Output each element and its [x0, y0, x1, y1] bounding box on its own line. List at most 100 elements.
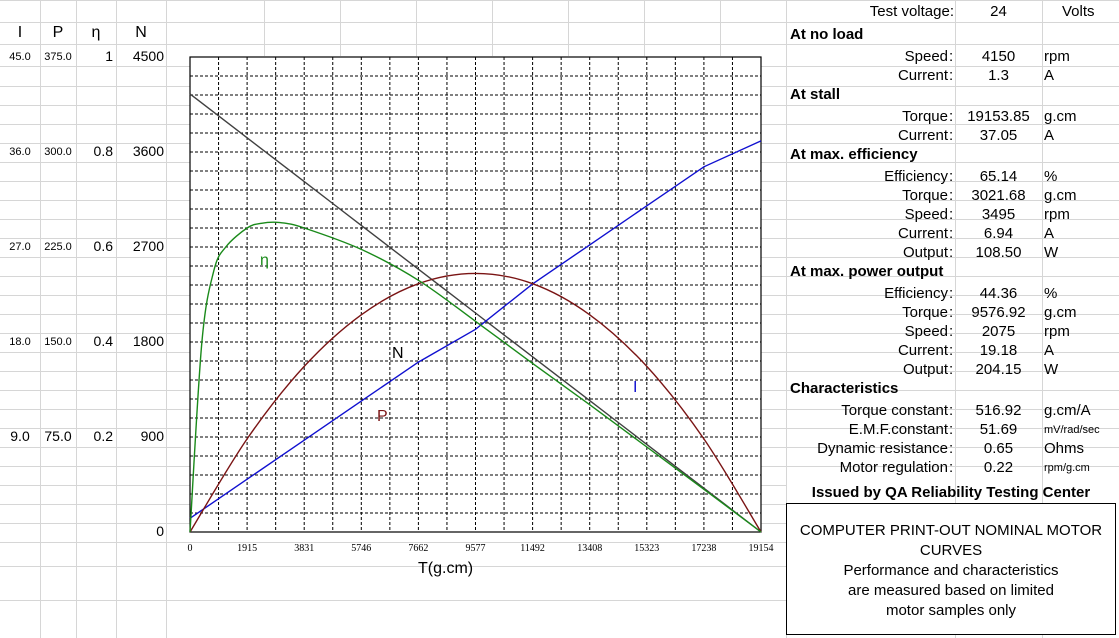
section-title: At stall: [790, 86, 840, 103]
x-tick-label: 13408: [577, 543, 602, 554]
colon-separator: :: [949, 361, 953, 378]
spec-unit: %: [1044, 285, 1057, 302]
section-title: At max. power output: [790, 263, 943, 280]
spec-value: 1.3: [955, 67, 1042, 84]
section-title: At no load: [790, 26, 863, 43]
colon-separator: :: [949, 67, 953, 84]
spec-unit: A: [1044, 342, 1054, 359]
spec-value: 516.92: [955, 402, 1042, 419]
series-label-current: I: [633, 379, 637, 396]
spec-value: 2075: [955, 323, 1042, 340]
spec-value: 6.94: [955, 225, 1042, 242]
spec-unit: A: [1044, 127, 1054, 144]
spec-label: Current: [790, 67, 948, 84]
spec-label: Efficiency: [790, 285, 948, 302]
series-label-efficiency: η: [260, 252, 269, 269]
disclaimer-line: motor samples only: [787, 601, 1115, 621]
spec-label: Current: [790, 225, 948, 242]
disclaimer-line: CURVES: [787, 541, 1115, 561]
series-label-power: P: [377, 408, 388, 425]
x-tick-label: 15323: [634, 543, 659, 554]
section-title: At max. efficiency: [790, 146, 918, 163]
spec-unit: A: [1044, 225, 1054, 242]
spec-unit: rpm: [1044, 323, 1070, 340]
spec-label: Motor regulation: [790, 459, 948, 476]
disclaimer-line: COMPUTER PRINT-OUT NOMINAL MOTOR: [787, 521, 1115, 541]
spec-unit: rpm: [1044, 48, 1070, 65]
x-tick-label: 17238: [691, 543, 716, 554]
spec-value: 3021.68: [955, 187, 1042, 204]
colon-separator: :: [949, 342, 953, 359]
spec-label: Torque: [790, 187, 948, 204]
spec-unit: rpm/g.cm: [1044, 462, 1090, 474]
spec-label: Output: [790, 361, 948, 378]
spec-unit: g.cm: [1044, 187, 1077, 204]
spec-label: Torque constant: [790, 402, 948, 419]
spec-unit: rpm: [1044, 206, 1070, 223]
test-voltage-unit: Volts: [1062, 3, 1095, 20]
colon-separator: :: [949, 421, 953, 438]
spec-unit: A: [1044, 67, 1054, 84]
colon-separator: :: [949, 206, 953, 223]
spec-value: 204.15: [955, 361, 1042, 378]
colon-separator: :: [949, 285, 953, 302]
spec-value: 65.14: [955, 168, 1042, 185]
colon-separator: :: [949, 244, 953, 261]
spec-label: Output: [790, 244, 948, 261]
x-tick-label: 7662: [408, 543, 428, 554]
series-label-speed: N: [392, 345, 404, 362]
spec-label: Speed: [790, 48, 948, 65]
section-title: Characteristics: [790, 380, 898, 397]
colon-separator: :: [949, 440, 953, 457]
issued-by-label: Issued by QA Reliability Testing Center: [786, 484, 1116, 501]
spec-unit: W: [1044, 244, 1058, 261]
spec-unit: g.cm: [1044, 108, 1077, 125]
x-axis-title: T(g.cm): [418, 560, 473, 578]
spec-label: Dynamic resistance: [790, 440, 948, 457]
spec-value: 0.22: [955, 459, 1042, 476]
spec-unit: %: [1044, 168, 1057, 185]
x-axis-ticks: 0 1915 3831 5746 7662 9577 11492 13408 15323 1723…: [188, 543, 774, 554]
spec-label: Torque: [790, 108, 948, 125]
spec-value: 19153.85: [955, 108, 1042, 125]
test-voltage-value: 24: [955, 3, 1042, 20]
spec-unit: mV/rad/sec: [1044, 424, 1100, 436]
spec-value: 0.65: [955, 440, 1042, 457]
colon-separator: :: [949, 225, 953, 242]
spec-label: Speed: [790, 323, 948, 340]
spec-unit: W: [1044, 361, 1058, 378]
colon-separator: :: [949, 402, 953, 419]
spec-unit: g.cm/A: [1044, 402, 1091, 419]
colon-separator: :: [949, 187, 953, 204]
test-voltage-label: Test voltage:: [790, 3, 954, 20]
spec-value: 3495: [955, 206, 1042, 223]
disclaimer-line: are measured based on limited: [787, 581, 1115, 601]
spec-value: 108.50: [955, 244, 1042, 261]
spec-label: Speed: [790, 206, 948, 223]
spec-value: 4150: [955, 48, 1042, 65]
spec-value: 37.05: [955, 127, 1042, 144]
spec-label: Torque: [790, 304, 948, 321]
colon-separator: :: [949, 127, 953, 144]
spec-label: Efficiency: [790, 168, 948, 185]
x-tick-label: 11492: [520, 543, 545, 554]
colon-separator: :: [949, 108, 953, 125]
spec-label: Current: [790, 342, 948, 359]
colon-separator: :: [949, 459, 953, 476]
spec-label: Current: [790, 127, 948, 144]
x-tick-label: 1915: [237, 543, 257, 554]
spec-value: 19.18: [955, 342, 1042, 359]
disclaimer-line: Performance and characteristics: [787, 561, 1115, 581]
colon-separator: :: [949, 48, 953, 65]
x-tick-label: 5746: [351, 543, 371, 554]
spec-unit: Ohms: [1044, 440, 1084, 457]
colon-separator: :: [949, 168, 953, 185]
spec-label: E.M.F.constant: [790, 421, 948, 438]
spec-unit: g.cm: [1044, 304, 1077, 321]
colon-separator: :: [949, 304, 953, 321]
spec-value: 44.36: [955, 285, 1042, 302]
x-tick-label: 3831: [294, 543, 314, 554]
chart-grid: [190, 57, 761, 532]
x-tick-label: 0: [188, 543, 193, 554]
spec-value: 9576.92: [955, 304, 1042, 321]
